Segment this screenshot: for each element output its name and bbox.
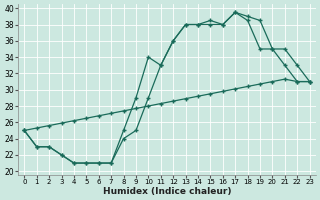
- X-axis label: Humidex (Indice chaleur): Humidex (Indice chaleur): [103, 187, 231, 196]
